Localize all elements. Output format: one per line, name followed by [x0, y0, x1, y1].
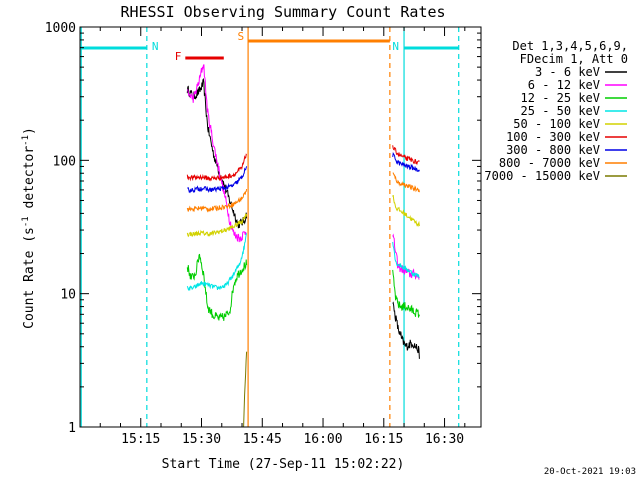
y-tick-label: 1 [68, 421, 76, 436]
legend-label: 12 - 25 keV [521, 91, 600, 105]
y-tick-label: 100 [53, 154, 76, 169]
x-tick-label: 16:15 [364, 432, 403, 447]
flag-label-s: S [237, 30, 244, 43]
x-tick-label: 15:15 [121, 432, 160, 447]
chart-title: RHESSI Observing Summary Count Rates [120, 3, 445, 21]
series-25-50-kev-pre [186, 233, 248, 292]
y-axis-label-sup1: -1 [21, 216, 31, 227]
legend-header-decimation: FDecim 1, Att 0 [520, 52, 628, 66]
series-layer [186, 64, 420, 428]
series-12-25-kev-post [392, 269, 420, 318]
legend-label: 300 - 800 keV [506, 143, 600, 157]
series-3-6-kev-post [392, 301, 420, 359]
series-100-300-kev-pre [186, 153, 248, 182]
y-axis-label-main: Count Rate (s [22, 227, 37, 329]
flag-layer: N N S F [80, 27, 460, 427]
legend-label: 800 - 7000 keV [499, 156, 600, 170]
series-3-6-kev-pre [186, 78, 248, 229]
y-tick-label: 10 [60, 288, 76, 303]
x-tick-label: 15:30 [182, 432, 221, 447]
series-100-300-kev-post [392, 145, 420, 166]
y-axis-label-end: ) [22, 127, 37, 135]
series-25-50-kev-post [392, 241, 420, 279]
series-300-800-kev-pre [187, 166, 248, 194]
flag-label-f: F [175, 50, 182, 63]
legend-label: 3 - 6 keV [535, 65, 600, 79]
x-axis-label: Start Time (27-Sep-11 15:02:22) [162, 457, 405, 472]
legend-label: 7000 - 15000 keV [484, 169, 600, 183]
axes-layer: 15:15 15:30 15:45 16:00 16:15 16:30 1 10 100 1000 [45, 21, 481, 447]
series-7000-15000-kev-pre [243, 351, 248, 428]
series-12-25-kev-pre [186, 253, 248, 321]
series-800-7000-kev-pre [186, 189, 248, 213]
legend: Det 1,3,4,5,6,9, FDecim 1, Att 0 3 - 6 k… [484, 39, 628, 183]
legend-label: 6 - 12 keV [528, 78, 600, 92]
series-6-12-kev-pre [186, 64, 247, 243]
legend-label: 50 - 100 keV [513, 117, 600, 131]
y-axis-label: Count Rate (s-1 detector-1) [21, 127, 37, 329]
legend-header-detectors: Det 1,3,4,5,6,9, [512, 39, 628, 53]
series-50-100-kev-pre [186, 213, 248, 238]
x-tick-label: 16:30 [425, 432, 464, 447]
series-800-7000-kev-post [392, 172, 420, 193]
y-axis-label-sup2: -1 [21, 135, 31, 146]
y-axis-label-mid: detector [22, 146, 37, 217]
plot-frame [79, 26, 482, 428]
y-tick-label: 1000 [45, 21, 76, 36]
x-tick-label: 15:45 [243, 432, 282, 447]
x-tick-label: 16:00 [303, 432, 342, 447]
flag-label-n: N [392, 40, 399, 53]
render-timestamp: 20-Oct-2021 19:03 [544, 467, 636, 477]
legend-label: 100 - 300 keV [506, 130, 600, 144]
legend-label: 25 - 50 keV [521, 104, 600, 118]
flag-label-n: N [152, 40, 159, 53]
series-300-800-kev-post [392, 151, 420, 172]
series-50-100-kev-post [392, 194, 420, 228]
